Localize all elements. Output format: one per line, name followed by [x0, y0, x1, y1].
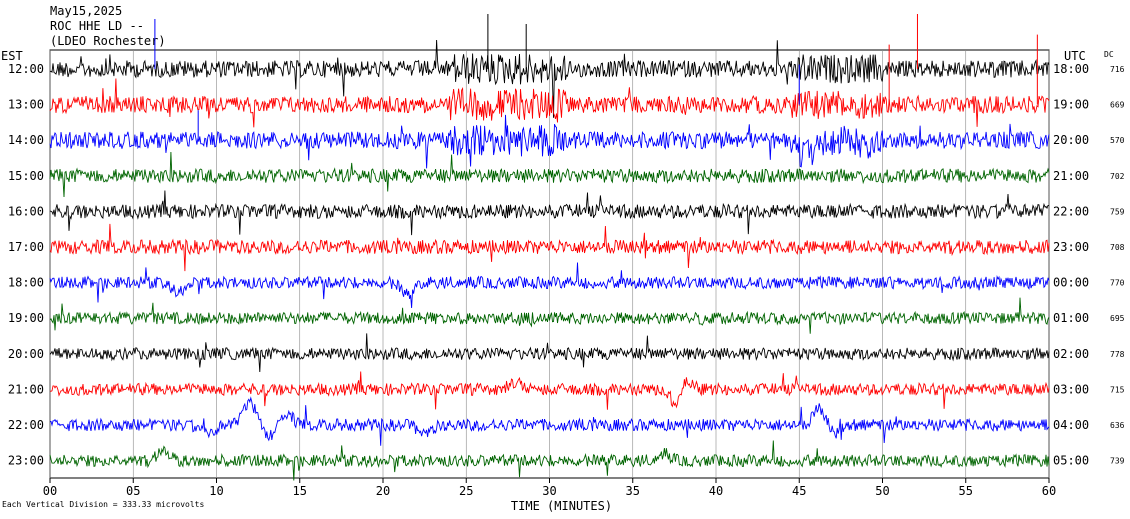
dc-value: 759: [1110, 207, 1125, 216]
trace-1700: [49, 223, 1050, 272]
x-tick-label: 25: [459, 484, 473, 498]
dc-value: 702: [1110, 172, 1125, 181]
dc-value: 716: [1110, 65, 1125, 74]
trace-2300: [49, 440, 1050, 481]
est-axis-label: EST: [1, 49, 23, 63]
trace-2000: [49, 333, 1050, 373]
dc-value: 669: [1110, 101, 1125, 110]
trace-1900: [49, 297, 1050, 334]
x-tick-label: 10: [209, 484, 223, 498]
dc-value: 636: [1110, 421, 1125, 430]
x-axis-label: TIME (MINUTES): [511, 499, 612, 513]
utc-hour-label: 21:00: [1053, 169, 1089, 183]
dc-value: 778: [1110, 350, 1125, 359]
utc-hour-label: 19:00: [1053, 98, 1089, 112]
est-hour-label: 15:00: [8, 169, 44, 183]
utc-hour-label: 02:00: [1053, 347, 1089, 361]
est-hour-label: 14:00: [8, 133, 44, 147]
header-date: May15,2025: [50, 4, 123, 18]
dc-value: 739: [1110, 457, 1125, 466]
scale-note: Each Vertical Division = 333.33 microvol…: [2, 500, 205, 509]
x-tick-label: 55: [959, 484, 973, 498]
est-hour-label: 20:00: [8, 347, 44, 361]
x-tick-label: 40: [709, 484, 723, 498]
utc-hour-label: 01:00: [1053, 311, 1089, 325]
x-tick-label: 30: [542, 484, 556, 498]
x-tick-label: 50: [875, 484, 889, 498]
x-tick-label: 05: [126, 484, 140, 498]
utc-hour-label: 00:00: [1053, 276, 1089, 290]
x-tick-label: 60: [1042, 484, 1056, 498]
trace-1200: [49, 39, 1050, 118]
est-hour-label: 21:00: [8, 382, 44, 396]
dc-value: 770: [1110, 279, 1125, 288]
est-hour-label: 23:00: [8, 454, 44, 468]
est-hour-label: 16:00: [8, 204, 44, 218]
dc-value: 695: [1110, 314, 1125, 323]
utc-hour-label: 18:00: [1053, 62, 1089, 76]
x-tick-label: 15: [293, 484, 307, 498]
header-network: (LDEO Rochester): [50, 34, 166, 48]
x-tick-label: 00: [43, 484, 57, 498]
trace-2100: [49, 371, 1050, 410]
utc-hour-label: 03:00: [1053, 382, 1089, 396]
dc-value: 715: [1110, 385, 1125, 394]
trace-1300: [49, 78, 1050, 128]
utc-hour-label: 20:00: [1053, 133, 1089, 147]
utc-hour-label: 22:00: [1053, 204, 1089, 218]
x-tick-label: 35: [626, 484, 640, 498]
x-tick-label: 20: [376, 484, 390, 498]
dc-value: 570: [1110, 136, 1125, 145]
header-station: ROC HHE LD --: [50, 19, 144, 33]
dc-value: 708: [1110, 243, 1125, 252]
dc-label: DC: [1104, 50, 1114, 59]
est-hour-label: 13:00: [8, 98, 44, 112]
est-hour-label: 22:00: [8, 418, 44, 432]
trace-1500: [49, 151, 1050, 198]
est-hour-label: 19:00: [8, 311, 44, 325]
utc-hour-label: 04:00: [1053, 418, 1089, 432]
trace-2200: [50, 396, 1050, 446]
trace-1400: [49, 114, 1050, 169]
est-hour-label: 17:00: [8, 240, 44, 254]
trace-1800: [49, 262, 1050, 309]
utc-hour-label: 05:00: [1053, 454, 1089, 468]
x-tick-label: 45: [792, 484, 806, 498]
est-hour-label: 18:00: [8, 276, 44, 290]
utc-hour-label: 23:00: [1053, 240, 1089, 254]
est-hour-label: 12:00: [8, 62, 44, 76]
utc-axis-label: UTC: [1064, 49, 1086, 63]
trace-1600: [49, 190, 1050, 236]
